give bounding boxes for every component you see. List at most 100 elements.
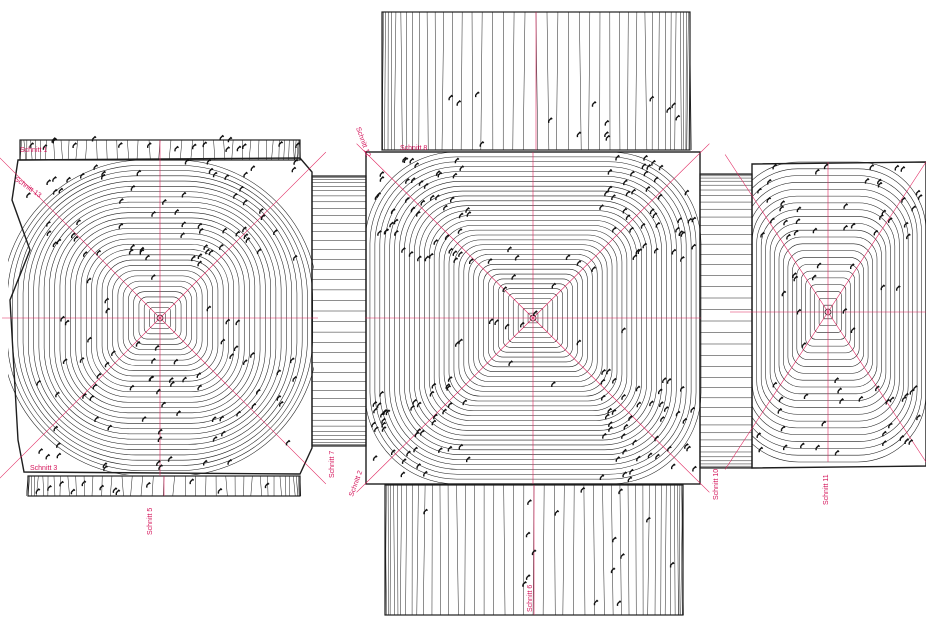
survey-marker [657,193,663,200]
survey-marker [691,216,697,223]
section-label-left-top: Schnitt 13 [13,176,43,200]
survey-marker [475,91,480,98]
survey-marker [888,422,893,429]
survey-marker [374,194,380,200]
top-vault-stripe [522,11,526,151]
survey-marker [72,142,78,148]
survey-marker [803,393,809,399]
survey-marker [801,342,807,348]
survey-marker [678,230,684,236]
survey-marker [576,339,582,346]
survey-marker [279,400,284,407]
survey-marker [423,508,428,515]
survey-marker [621,394,626,400]
survey-marker [119,198,124,204]
survey-marker [273,229,278,235]
survey-marker [548,117,553,123]
left-bottom-strip-stripe [130,475,133,497]
survey-marker [458,443,464,450]
top-vault-stripe [381,11,384,151]
survey-marker [146,481,151,488]
left-bottom-strip-stripe [259,475,263,497]
top-vault-stripe [688,11,691,151]
survey-marker [629,468,634,475]
bottom-vault-stripe [385,484,387,616]
bottom-vault-stripe [680,484,683,616]
survey-marker [154,344,160,351]
top-vault-stripe [441,11,444,151]
survey-marker [156,460,161,466]
top-vault-stripe [400,11,403,151]
survey-marker [525,574,531,580]
survey-marker [374,426,379,432]
survey-marker [394,230,399,236]
survey-marker [83,251,88,257]
top-vault-stripe [635,11,638,151]
survey-marker [157,436,163,442]
survey-marker [56,452,62,459]
survey-marker [47,485,52,491]
survey-marker [36,379,42,386]
survey-marker [873,229,879,236]
top-vault-stripe [674,11,677,151]
survey-marker [621,433,626,439]
survey-marker [417,255,422,262]
survey-marker [242,143,247,149]
bottom-vault-stripe [397,484,399,616]
survey-marker [488,318,494,324]
bottom-vault-stripe [664,484,667,616]
survey-marker [151,274,156,280]
survey-marker [551,381,556,387]
survey-marker [850,263,855,269]
survey-marker [815,168,820,175]
survey-marker [686,445,691,452]
left-bottom-strip-stripe [284,475,287,497]
survey-marker [162,199,167,205]
survey-marker [64,319,70,326]
section-label-lower-left: Schnitt 3 [30,465,57,472]
left-top-strip-stripe [75,139,78,161]
survey-marker [649,95,655,102]
top-vault-stripe [418,11,420,151]
survey-marker [174,209,180,215]
survey-marker [227,459,233,465]
survey-marker [251,402,257,409]
survey-marker [118,142,123,148]
survey-marker [646,164,652,170]
survey-marker [56,442,61,448]
survey-marker [104,297,110,304]
survey-marker [60,315,65,322]
survey-marker [608,421,613,427]
survey-marker [52,137,58,144]
survey-marker [233,345,239,351]
survey-marker [56,238,62,245]
survey-marker [612,536,617,543]
survey-marker [605,134,611,141]
survey-marker [203,459,208,466]
survey-marker [192,143,197,150]
survey-marker [222,227,228,234]
diagonal-section-line [0,317,161,479]
bottom-vault-stripe [635,484,637,616]
survey-marker [643,154,648,161]
survey-marker [405,178,410,184]
diagonal-section-line [356,143,534,319]
top-vault-stripe [480,11,483,151]
survey-marker [242,199,248,206]
survey-marker [651,159,656,166]
survey-marker [184,158,190,165]
bottom-vault-stripe [654,484,656,616]
left-bottom-strip-stripe [172,475,175,497]
bottom-vault-stripe [602,484,605,616]
survey-marker [76,219,81,225]
survey-marker [565,254,571,260]
survey-marker [99,484,105,491]
survey-marker [655,221,661,228]
survey-marker [875,385,880,392]
survey-marker [779,205,785,212]
left-bottom-strip-stripe [91,475,94,497]
survey-marker [403,157,409,163]
left-top-strip-stripe [213,139,216,161]
bottom-vault-stripe [660,484,662,616]
